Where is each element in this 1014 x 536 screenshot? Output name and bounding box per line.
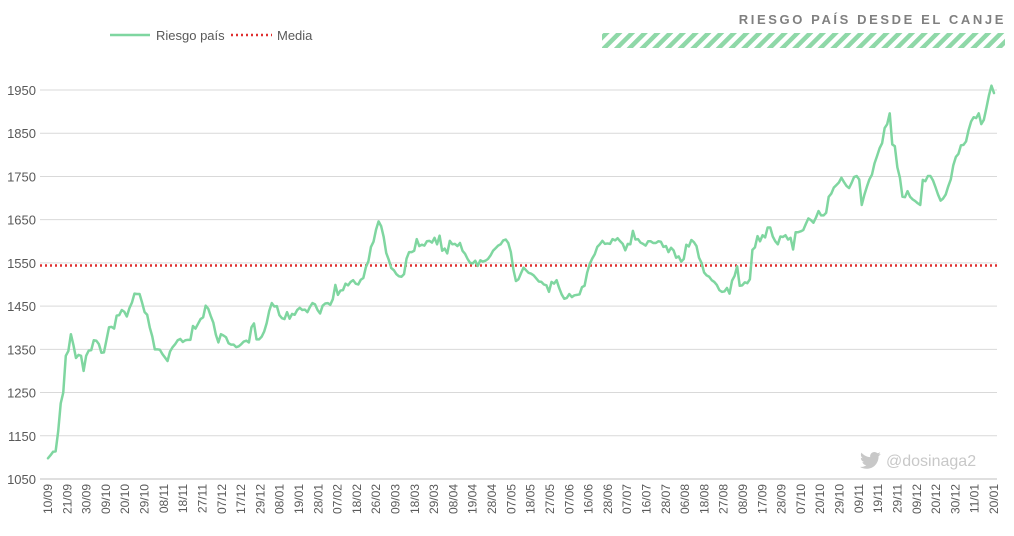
- x-tick-label: 09/12: [910, 484, 924, 514]
- x-tick-label: 10/09: [41, 484, 55, 514]
- x-tick-label: 20/12: [929, 484, 943, 514]
- x-tick-label: 30/09: [80, 484, 94, 514]
- x-tick-label: 08/09: [736, 484, 750, 514]
- x-tick-label: 17/09: [755, 484, 769, 514]
- x-tick-label: 07/06: [562, 484, 576, 514]
- x-tick-label: 27/08: [717, 484, 731, 514]
- x-tick-label: 27/11: [195, 484, 209, 513]
- watermark: @dosinaga2: [860, 451, 976, 470]
- title-decoration-stripe: [602, 33, 1005, 48]
- x-tick-label: 18/08: [697, 484, 711, 514]
- x-tick-label: 29/10: [138, 484, 152, 514]
- x-tick-label: 07/02: [331, 484, 345, 514]
- x-tick-label: 16/06: [582, 484, 596, 514]
- legend-label-riesgo-pais: Riesgo país: [156, 28, 225, 43]
- y-tick-label: 1950: [7, 83, 36, 98]
- y-tick-label: 1250: [7, 386, 36, 401]
- y-axis: 1050 1150 1250 1350 1450 1550 1650 1750 1850 1950: [7, 83, 36, 487]
- x-axis: 10/09 21/09 30/09 09/10 20/10 29/10 08/11 18/11…: [41, 484, 1001, 514]
- y-tick-label: 1850: [7, 126, 36, 141]
- gridlines: [40, 89, 997, 437]
- x-tick-label: 28/01: [311, 484, 325, 514]
- x-tick-label: 18/11: [176, 484, 190, 513]
- series-line-riesgo-pais: [46, 84, 996, 460]
- y-tick-label: 1650: [7, 213, 36, 228]
- x-tick-label: 07/05: [504, 484, 518, 514]
- x-tick-label: 17/12: [234, 484, 248, 514]
- x-tick-label: 27/05: [543, 484, 557, 514]
- x-tick-label: 06/08: [678, 484, 692, 514]
- x-tick-label: 30/12: [948, 484, 962, 514]
- x-tick-label: 28/06: [601, 484, 615, 514]
- x-tick-label: 08/04: [446, 484, 460, 514]
- x-tick-label: 29/10: [833, 484, 847, 514]
- y-tick-label: 1350: [7, 342, 36, 357]
- x-tick-label: 28/07: [659, 484, 673, 514]
- x-tick-label: 08/01: [273, 484, 287, 514]
- x-tick-label: 09/03: [389, 484, 403, 514]
- x-tick-label: 09/11: [852, 484, 866, 513]
- x-tick-label: 19/01: [292, 484, 306, 514]
- x-tick-label: 07/10: [794, 484, 808, 514]
- x-tick-label: 18/02: [350, 484, 364, 514]
- x-tick-label: 18/03: [408, 484, 422, 514]
- x-tick-label: 29/12: [253, 484, 267, 514]
- x-tick-label: 18/05: [524, 484, 538, 514]
- legend: Riesgo país Media: [110, 28, 313, 43]
- x-tick-label: 08/11: [157, 484, 171, 513]
- y-tick-label: 1550: [7, 256, 36, 271]
- chart-title: RIESGO PAÍS DESDE EL CANJE: [739, 12, 1006, 27]
- x-tick-label: 20/10: [813, 484, 827, 514]
- x-tick-label: 20/01: [987, 484, 1001, 514]
- x-tick-label: 29/03: [427, 484, 441, 514]
- watermark-handle: @dosinaga2: [886, 453, 976, 470]
- y-tick-label: 1450: [7, 299, 36, 314]
- x-tick-label: 28/04: [485, 484, 499, 514]
- x-tick-label: 29/11: [890, 484, 904, 513]
- x-tick-label: 07/07: [620, 484, 634, 514]
- x-tick-label: 19/04: [466, 484, 480, 514]
- y-tick-label: 1050: [7, 472, 36, 487]
- x-tick-label: 16/07: [639, 484, 653, 514]
- y-tick-label: 1150: [8, 429, 36, 444]
- x-tick-label: 07/12: [215, 484, 229, 514]
- x-tick-label: 26/02: [369, 484, 383, 514]
- x-tick-label: 21/09: [60, 484, 74, 514]
- y-tick-label: 1750: [7, 169, 36, 184]
- x-tick-label: 11/01: [968, 484, 982, 513]
- x-tick-label: 19/11: [871, 484, 885, 513]
- legend-label-media: Media: [277, 28, 313, 43]
- x-tick-label: 09/10: [99, 484, 113, 514]
- twitter-bird-icon: [860, 451, 881, 469]
- x-tick-label: 28/09: [775, 484, 789, 514]
- x-tick-label: 20/10: [118, 484, 132, 514]
